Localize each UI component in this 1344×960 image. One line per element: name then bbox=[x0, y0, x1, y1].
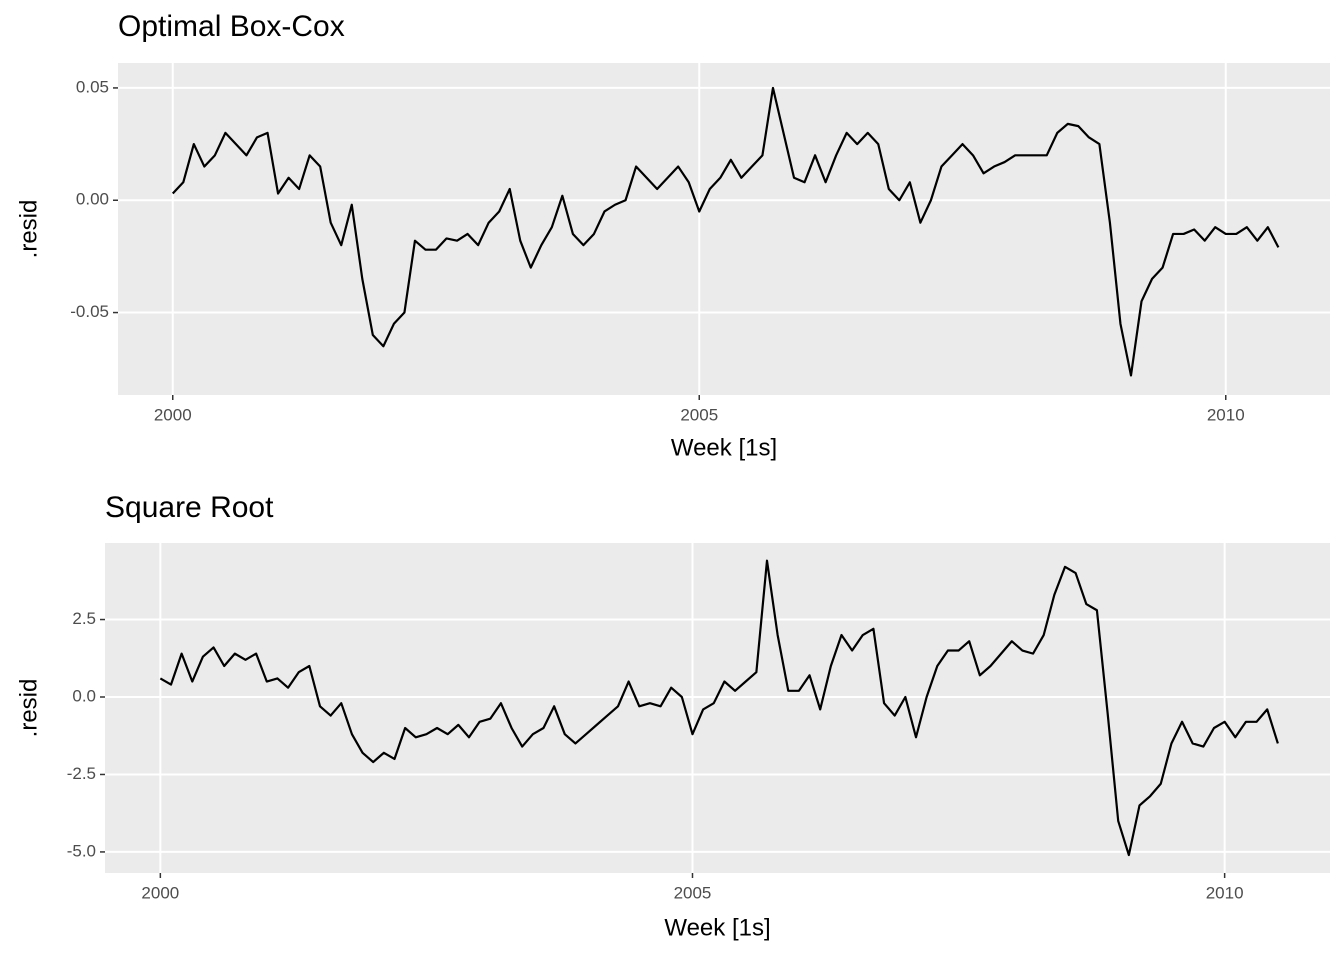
y-tick-label: 0.00 bbox=[76, 190, 109, 209]
chart-title: Square Root bbox=[105, 491, 274, 524]
plot-panel bbox=[118, 63, 1330, 395]
x-tick-label: 2000 bbox=[154, 405, 192, 424]
y-tick-label: 0.05 bbox=[76, 77, 109, 96]
x-tick-label: 2005 bbox=[674, 883, 712, 902]
x-tick-label: 2000 bbox=[141, 883, 179, 902]
y-axis-label: .resid bbox=[15, 200, 42, 259]
chart-title: Optimal Box-Cox bbox=[118, 10, 345, 43]
plot-panel bbox=[105, 543, 1330, 873]
x-axis-label: Week [1s] bbox=[671, 434, 777, 461]
x-axis-label: Week [1s] bbox=[664, 914, 770, 941]
x-tick-label: 2005 bbox=[680, 405, 718, 424]
x-tick-label: 2010 bbox=[1207, 405, 1245, 424]
y-tick-label: -0.05 bbox=[70, 302, 109, 321]
y-tick-label: -5.0 bbox=[67, 841, 96, 860]
y-tick-label: -2.5 bbox=[67, 764, 96, 783]
line bbox=[171, 86, 1280, 377]
y-tick-label: 2.5 bbox=[72, 609, 96, 628]
y-axis-label: .resid bbox=[15, 679, 42, 738]
line bbox=[159, 559, 1279, 857]
x-tick-label: 2010 bbox=[1206, 883, 1244, 902]
y-tick-label: 0.0 bbox=[72, 686, 96, 705]
